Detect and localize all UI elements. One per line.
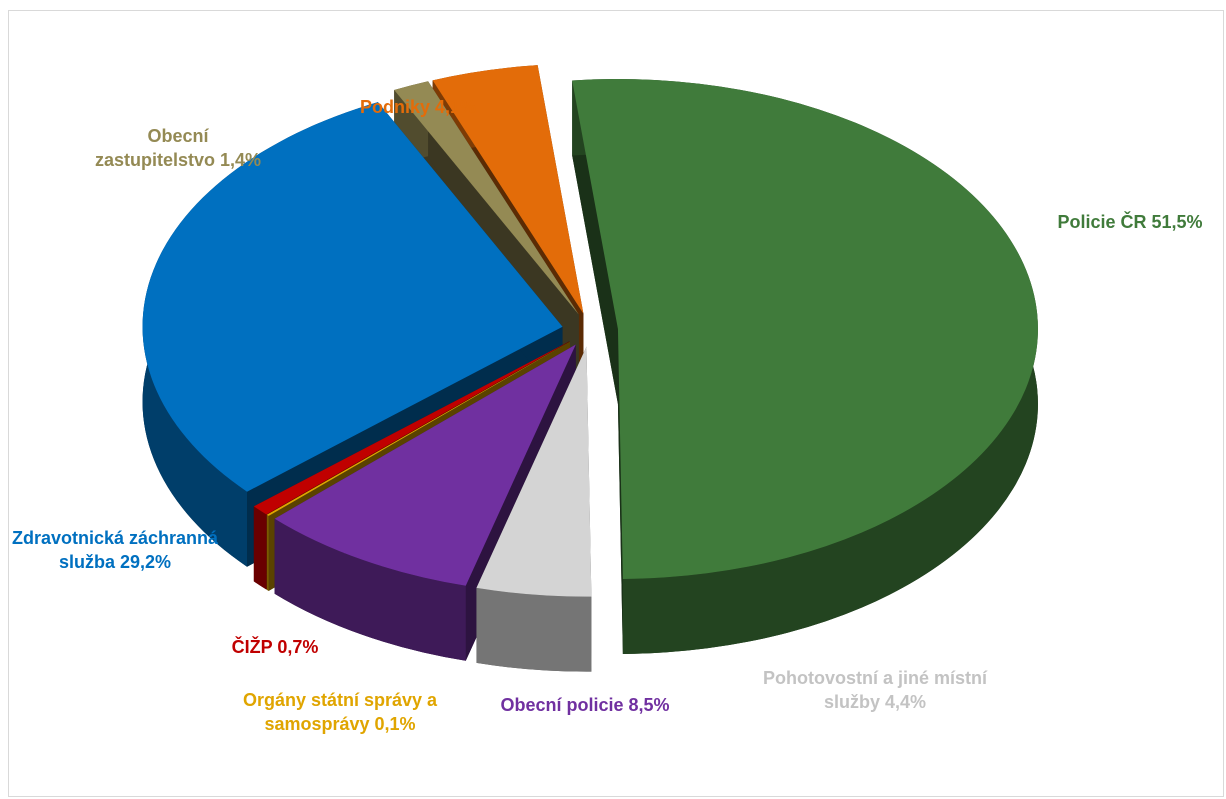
slice-cut-face (617, 328, 623, 654)
category-name: Zdravotnická záchranná služba (11, 528, 219, 572)
data-label: Zdravotnická záchranná služba 29,2% (10, 526, 220, 574)
category-name: Pohotovostní a jiné místní služby (762, 668, 987, 712)
category-name: ČIŽP (231, 637, 273, 657)
slice-top (253, 341, 570, 515)
value-label: 1,4% (220, 150, 262, 170)
data-label: Pohotovostní a jiné místní služby 4,4% (755, 666, 995, 714)
slice-cut-face (572, 80, 618, 404)
category-name: Policie ČR (1057, 212, 1147, 232)
data-label: Orgány státní správy a samosprávy 0,1% (235, 688, 445, 736)
slice-side (253, 506, 267, 590)
chart-frame (8, 10, 1224, 797)
data-label: ČIŽP 0,7% (232, 635, 319, 659)
slice-top (572, 78, 1038, 579)
slice-top (142, 102, 563, 492)
data-label: Obecní policie 8,5% (500, 693, 669, 717)
value-label: 0,7% (277, 637, 319, 657)
value-label: 51,5% (1151, 212, 1203, 232)
slice-side (274, 518, 466, 661)
data-label: Obecní zastupitelstvo 1,4% (88, 124, 268, 172)
value-label: 8,5% (628, 695, 670, 715)
data-label: Policie ČR 51,5% (1057, 210, 1202, 234)
slice-top (394, 81, 579, 315)
slice-top (274, 344, 576, 586)
slice-side (266, 514, 269, 591)
slice-top (476, 346, 592, 597)
slice-top (266, 341, 570, 516)
value-label: 4,1% (435, 97, 477, 117)
value-label: 29,2% (119, 552, 172, 572)
category-name: Podniky (359, 97, 430, 117)
category-name: Orgány státní správy a samosprávy (242, 690, 438, 734)
category-name: Obecní policie (500, 695, 624, 715)
slice-top (432, 65, 584, 314)
pie-slice (476, 346, 592, 672)
value-label: 0,1% (374, 714, 416, 734)
slice-side (476, 587, 592, 672)
category-name: Obecní zastupitelstvo (94, 126, 215, 170)
data-label: Podniky 4,1% (360, 95, 476, 119)
value-label: 4,4% (885, 692, 927, 712)
pie-slice (572, 78, 1038, 654)
